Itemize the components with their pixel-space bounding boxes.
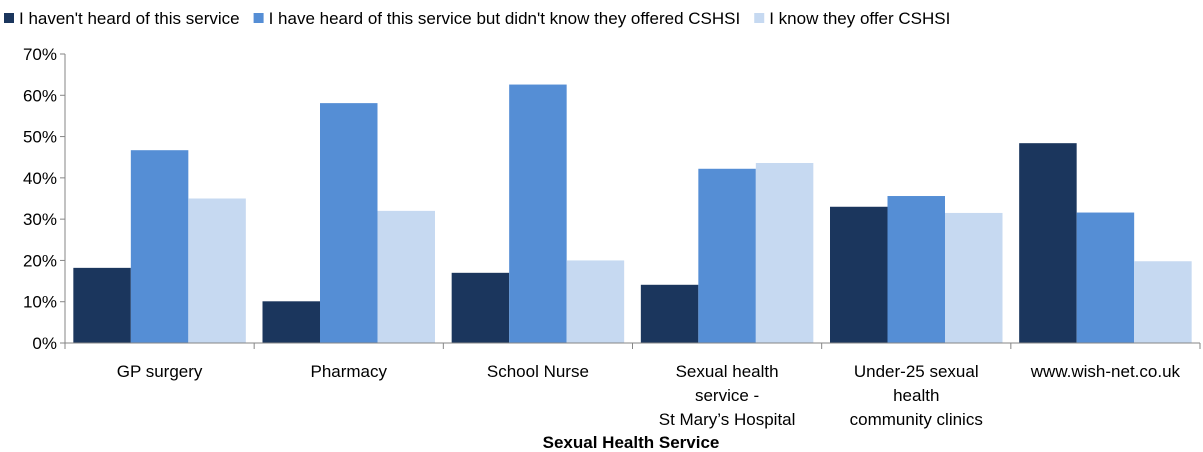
legend-swatch [4,13,14,23]
x-tick-label: Sexual health service -St Mary’s Hospital [659,362,796,429]
y-tick-label: 70% [23,45,57,64]
legend: I haven't heard of this service I have he… [4,9,950,28]
y-tick-label: 60% [23,86,57,105]
bar [377,210,435,343]
bars [73,84,1192,344]
bar [73,267,131,343]
x-tick-label: GP surgery [117,362,203,381]
bar [1076,212,1135,343]
legend-label: I haven't heard of this service [19,9,240,28]
y-tick-label: 0% [32,334,57,353]
y-tick-label: 30% [23,210,57,229]
x-axis: GP surgery Pharmacy School Nurse Sexual hea… [64,342,1201,429]
bar [320,103,378,343]
bar [755,162,814,343]
bar [130,150,189,343]
legend-label: I know they offer CSHSI [769,9,950,28]
bar [887,196,945,343]
bar [640,284,699,343]
x-tick-label: Under-25 sexual health community clinics [850,362,983,429]
bar [830,206,888,343]
bar [509,84,567,344]
bar [945,212,1003,343]
bar [1134,261,1192,343]
y-tick-label: 50% [23,128,57,147]
x-tick-label: Pharmacy [310,362,387,381]
bar [188,198,246,343]
x-tick-label: www.wish-net.co.uk [1030,362,1181,381]
legend-label: I have heard of this service but didn't … [269,9,741,28]
y-tick-label: 10% [23,293,57,312]
y-axis: 0% 10% 20% 30% 40% 50% 60% 70% [23,45,66,353]
bar [698,168,756,343]
bar [262,301,320,343]
y-tick-label: 40% [23,169,57,188]
bar [1019,143,1077,343]
x-axis-title: Sexual Health Service [543,433,720,452]
bar [566,260,625,343]
bar [451,272,510,343]
legend-swatch [754,13,765,23]
y-tick-label: 20% [23,251,57,270]
legend-swatch [253,13,264,23]
x-tick-label: School Nurse [487,362,589,381]
